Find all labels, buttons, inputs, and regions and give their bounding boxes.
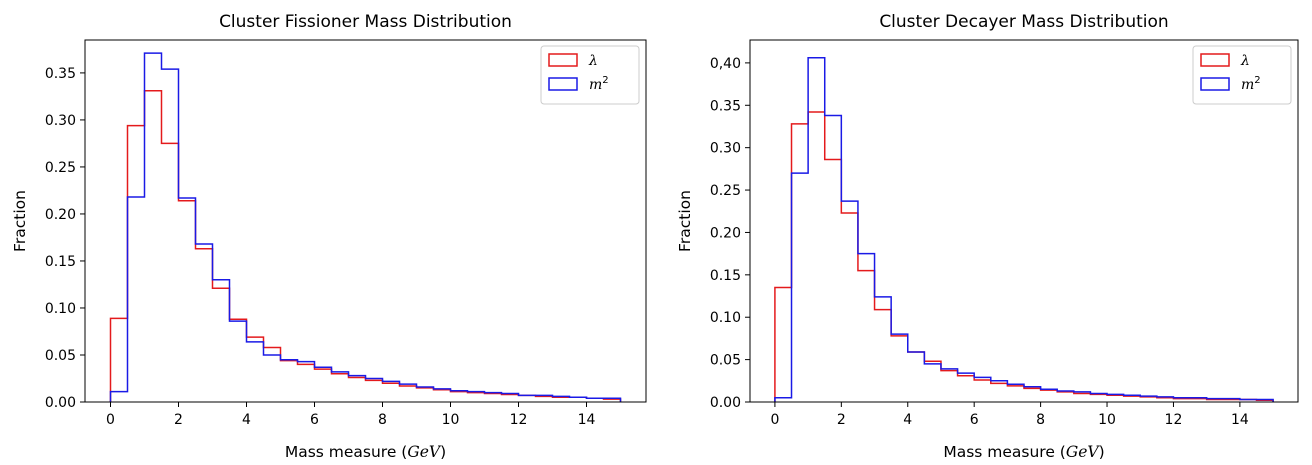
legend-swatch-0 — [1200, 53, 1230, 67]
x-tick-label: 4 — [903, 412, 912, 428]
y-tick-label: 0.05 — [710, 353, 741, 369]
chart-title: Cluster Fissioner Mass Distribution — [219, 12, 512, 32]
y-axis-label: Fraction — [676, 190, 694, 252]
x-axis-label: Mass measure (GeV) — [943, 443, 1104, 461]
x-tick-label: 2 — [837, 412, 846, 428]
histogram-series-0 — [109, 90, 622, 402]
y-tick-label: 0.10 — [710, 310, 741, 326]
x-tick-label: 2 — [174, 412, 183, 428]
y-axis-label: Fraction — [11, 190, 29, 252]
chart-cluster-decayer: Cluster Decayer Mass Distribution 0 2 4 6 8 10… — [676, 12, 1299, 461]
legend-swatch-0 — [548, 53, 578, 67]
y-tick-label: 0.05 — [45, 348, 76, 364]
y-tick-label: 0.25 — [710, 183, 741, 199]
histogram-series-1 — [774, 57, 1274, 402]
y-tick-label: 0.25 — [45, 160, 76, 176]
x-tick-label: 0 — [106, 412, 115, 428]
plot-frame — [84, 39, 647, 403]
histogram-series-1 — [109, 52, 622, 402]
x-tick-label: 10 — [1098, 412, 1116, 428]
legend-label-0: λ — [588, 53, 598, 69]
x-tick-label: 6 — [310, 412, 319, 428]
y-tick-label: 0.20 — [710, 225, 741, 241]
legend-label-1: m2 — [1241, 75, 1261, 93]
x-tick-label: 14 — [578, 412, 596, 428]
y-tick-label: 0.20 — [45, 207, 76, 223]
y-tick-label: 0.10 — [45, 301, 76, 317]
x-tick-label: 4 — [242, 412, 251, 428]
y-tick-label: 0.15 — [45, 254, 76, 270]
y-tick-label: 0.35 — [710, 98, 741, 114]
chart-cluster-fissioner: Cluster Fissioner Mass Distribution 0 2 4 6 8… — [11, 12, 647, 461]
y-tick-label: 0.15 — [710, 268, 741, 284]
x-tick-label: 8 — [378, 412, 387, 428]
x-tick-label: 8 — [1036, 412, 1045, 428]
y-tick-label: 0.35 — [45, 66, 76, 82]
y-tick-label: 0.00 — [45, 395, 76, 411]
legend-label-0: λ — [1240, 53, 1250, 69]
chart-title: Cluster Decayer Mass Distribution — [879, 12, 1168, 32]
y-tick-label: 0.00 — [710, 395, 741, 411]
x-axis-label: Mass measure (GeV) — [285, 443, 446, 461]
y-tick-label: 0.30 — [45, 113, 76, 129]
y-tick-label: 0,40 — [710, 56, 741, 72]
x-tick-label: 6 — [970, 412, 979, 428]
legend-swatch-1 — [548, 77, 578, 91]
histogram-series-0 — [774, 111, 1274, 402]
x-tick-label: 10 — [442, 412, 460, 428]
y-tick-label: 0.30 — [710, 141, 741, 157]
x-tick-label: 14 — [1231, 412, 1249, 428]
x-tick-label: 0 — [770, 412, 779, 428]
x-tick-label: 12 — [1165, 412, 1183, 428]
legend-label-1: m2 — [589, 75, 609, 93]
plot-frame — [749, 39, 1299, 403]
legend-swatch-1 — [1200, 77, 1230, 91]
x-tick-label: 12 — [510, 412, 528, 428]
